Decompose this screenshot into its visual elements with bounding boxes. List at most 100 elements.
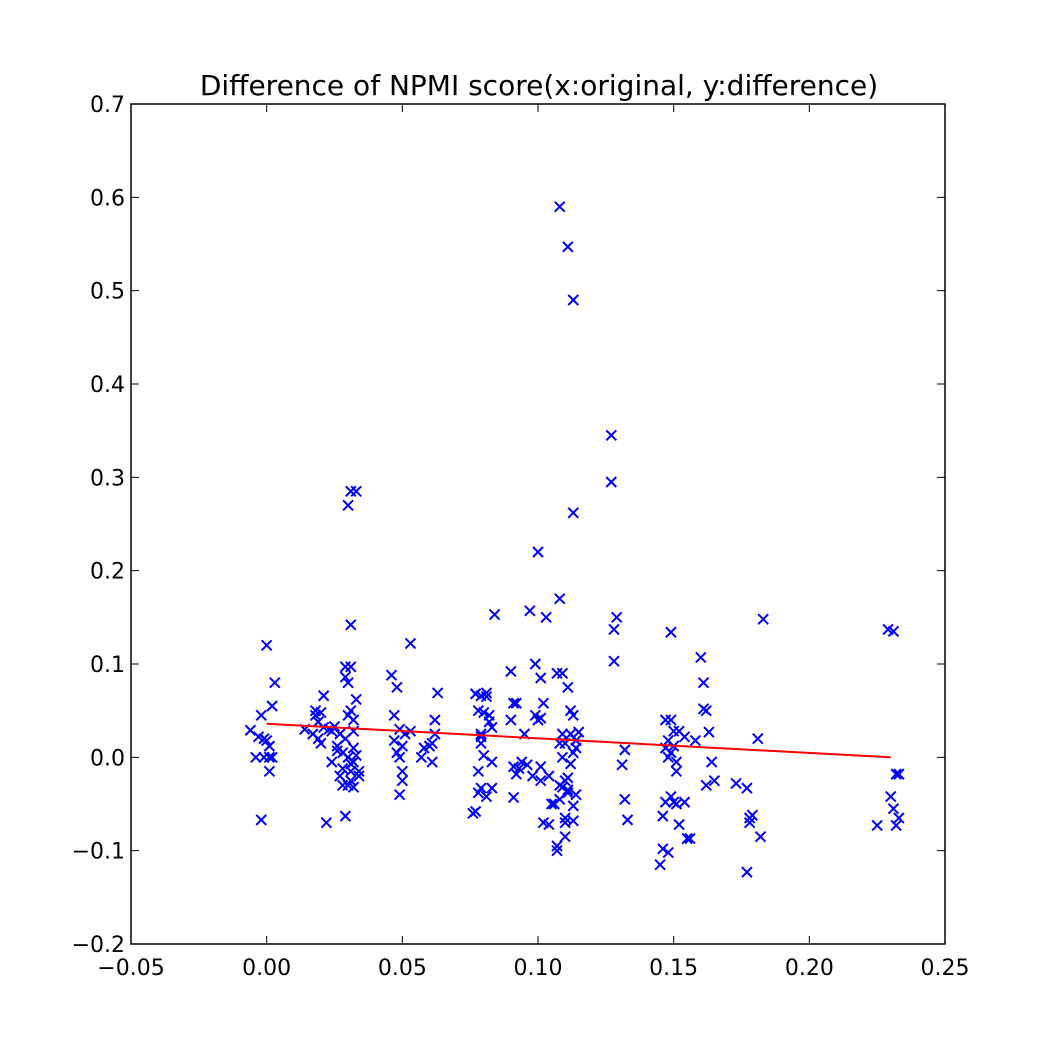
data-point <box>345 661 357 673</box>
data-point <box>730 777 742 790</box>
data-point <box>510 697 523 709</box>
data-point <box>700 704 712 717</box>
x-tick-label: 0.00 <box>242 956 291 981</box>
data-point <box>757 613 769 625</box>
data-point <box>610 611 623 624</box>
trendline <box>266 722 891 759</box>
data-point <box>353 765 365 778</box>
y-tick-label: −0.2 <box>72 933 125 958</box>
data-point <box>570 742 582 754</box>
data-point <box>469 805 482 818</box>
data-point <box>260 734 273 747</box>
data-point <box>391 681 403 694</box>
data-point <box>681 832 693 845</box>
data-point <box>741 782 753 794</box>
data-point <box>429 728 441 740</box>
data-point <box>543 818 555 831</box>
data-point <box>746 809 759 821</box>
data-point <box>562 241 574 253</box>
y-tick-label: −0.1 <box>72 840 125 865</box>
data-point <box>266 700 278 712</box>
data-point <box>472 765 485 778</box>
data-point <box>478 706 490 719</box>
data-point <box>345 619 357 631</box>
data-point <box>564 758 577 770</box>
x-tick-label: 0.20 <box>785 956 834 981</box>
y-tick-label: 0.7 <box>90 93 125 118</box>
x-tick-label: 0.15 <box>649 956 698 981</box>
trendline-group <box>266 722 891 759</box>
data-point <box>654 858 666 871</box>
data-point <box>483 709 495 722</box>
data-point <box>570 788 582 801</box>
data-point <box>553 592 566 605</box>
data-point <box>342 676 354 689</box>
data-point <box>388 709 400 722</box>
data-point <box>345 704 357 717</box>
data-point <box>505 714 517 726</box>
data-point <box>567 815 579 827</box>
data-point <box>754 830 767 843</box>
data-point <box>708 774 721 787</box>
data-point <box>893 812 905 824</box>
data-point <box>326 756 338 768</box>
data-point <box>350 693 362 706</box>
y-tick-label: 0.5 <box>90 280 125 305</box>
y-tick-label: 0.4 <box>90 373 125 398</box>
data-point <box>605 429 617 442</box>
data-point <box>551 844 563 857</box>
data-points <box>244 200 905 878</box>
data-point <box>255 709 267 722</box>
data-point <box>665 746 677 759</box>
data-point <box>621 814 634 826</box>
y-tick-label: 0.3 <box>90 466 125 491</box>
data-point <box>665 714 677 726</box>
plot-frame <box>130 103 946 945</box>
data-point <box>559 816 571 829</box>
data-point <box>244 724 257 736</box>
data-point <box>887 625 900 638</box>
data-point <box>885 790 897 803</box>
data-point <box>404 637 417 650</box>
data-point <box>524 605 536 617</box>
y-tick-label: 0.6 <box>90 186 125 211</box>
data-point <box>567 507 579 519</box>
data-point <box>605 476 617 488</box>
data-point <box>743 816 756 829</box>
data-point <box>426 756 438 768</box>
data-point <box>705 756 718 768</box>
data-point <box>556 751 569 764</box>
data-point <box>510 768 523 780</box>
data-point <box>537 697 550 709</box>
data-point <box>678 731 691 743</box>
data-point <box>396 740 409 752</box>
data-point <box>567 800 579 812</box>
data-point <box>562 784 574 796</box>
x-tick-label: −0.05 <box>97 956 164 981</box>
data-point <box>572 726 585 738</box>
data-point <box>608 623 620 636</box>
data-point <box>535 672 547 684</box>
x-tick-label: 0.25 <box>921 956 970 981</box>
data-point <box>317 690 330 702</box>
data-point <box>334 770 346 782</box>
data-point <box>887 802 900 815</box>
data-point <box>695 651 707 664</box>
data-point <box>657 810 669 822</box>
data-point <box>689 734 702 747</box>
data-point <box>678 796 691 808</box>
data-point <box>429 714 441 726</box>
data-point <box>385 669 398 681</box>
data-point <box>315 737 327 750</box>
data-point <box>559 812 571 824</box>
data-point <box>393 751 406 764</box>
data-point <box>480 687 493 699</box>
data-point <box>266 751 278 764</box>
data-point <box>255 814 267 826</box>
data-point <box>263 751 276 764</box>
data-point <box>426 737 438 750</box>
data-point <box>342 499 354 512</box>
data-point <box>551 667 563 680</box>
data-point <box>608 655 620 667</box>
